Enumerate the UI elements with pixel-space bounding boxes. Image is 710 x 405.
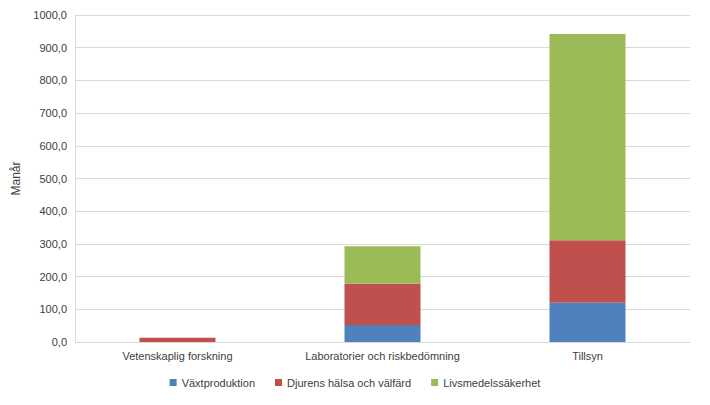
- svg-text:Växtproduktion: Växtproduktion: [182, 377, 255, 389]
- svg-text:1000,0: 1000,0: [33, 9, 67, 21]
- svg-text:Tillsyn: Tillsyn: [572, 350, 603, 362]
- svg-text:100,0: 100,0: [39, 303, 67, 315]
- svg-text:200,0: 200,0: [39, 271, 67, 283]
- svg-text:600,0: 600,0: [39, 140, 67, 152]
- svg-text:300,0: 300,0: [39, 238, 67, 250]
- svg-text:Vetenskaplig forskning: Vetenskaplig forskning: [122, 350, 232, 362]
- svg-text:900,0: 900,0: [39, 42, 67, 54]
- svg-text:400,0: 400,0: [39, 205, 67, 217]
- svg-text:500,0: 500,0: [39, 173, 67, 185]
- svg-text:800,0: 800,0: [39, 74, 67, 86]
- svg-text:Livsmedelssäkerhet: Livsmedelssäkerhet: [443, 377, 540, 389]
- svg-text:Laboratorier och riskbedömning: Laboratorier och riskbedömning: [305, 350, 460, 362]
- svg-text:Djurens hälsa och välfärd: Djurens hälsa och välfärd: [287, 377, 411, 389]
- svg-text:700,0: 700,0: [39, 107, 67, 119]
- svg-text:Manår: Manår: [9, 161, 23, 195]
- svg-text:0,0: 0,0: [52, 336, 67, 348]
